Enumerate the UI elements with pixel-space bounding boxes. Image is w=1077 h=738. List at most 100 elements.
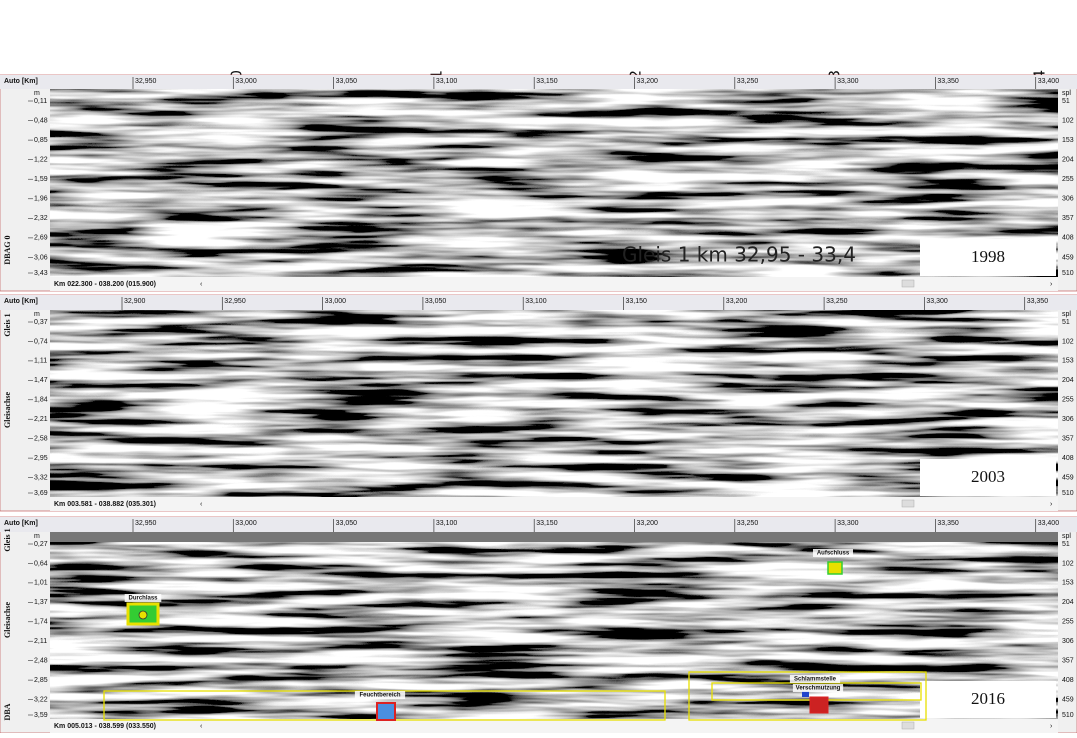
footer-range: Km 005.013 - 038.599 (033.550) bbox=[54, 723, 156, 730]
y-tick-label: 2,69 bbox=[34, 235, 48, 242]
right-unit: spl bbox=[1062, 533, 1071, 540]
right-tick-label: 204 bbox=[1062, 377, 1074, 384]
right-tick-label: 306 bbox=[1062, 196, 1074, 203]
x-tick-label: 32,900 bbox=[124, 298, 146, 305]
x-tick-label: 33,150 bbox=[626, 298, 648, 305]
year-label: 1998 bbox=[971, 247, 1005, 266]
side-label: DBAG 0 bbox=[3, 235, 12, 264]
y-tick-label: 1,96 bbox=[34, 196, 48, 203]
feuchtbereich-symbol bbox=[377, 703, 395, 720]
y-tick-label: 0,74 bbox=[34, 338, 48, 345]
y-tick-label: 0,48 bbox=[34, 117, 48, 124]
y-tick-label: 3,22 bbox=[34, 696, 48, 703]
marker-label: Schlammstelle bbox=[794, 677, 837, 683]
right-tick-label: 459 bbox=[1062, 474, 1074, 481]
x-tick-label: 32,950 bbox=[135, 78, 157, 85]
radargram-image bbox=[50, 310, 1058, 497]
right-tick-label: 510 bbox=[1062, 712, 1074, 719]
right-tick-label: 255 bbox=[1062, 176, 1074, 183]
right-unit: spl bbox=[1062, 311, 1071, 318]
y-tick-label: 1,01 bbox=[34, 580, 48, 587]
x-tick-label: 33,250 bbox=[737, 520, 759, 527]
x-tick-label: 33,050 bbox=[425, 298, 447, 305]
x-tick-label: 33,400 bbox=[1038, 78, 1060, 85]
right-tick-label: 510 bbox=[1062, 490, 1074, 497]
y-unit: m bbox=[34, 533, 40, 540]
y-tick-label: 3,06 bbox=[34, 254, 48, 261]
x-tick-label: 33,200 bbox=[726, 298, 748, 305]
y-tick-label: 1,22 bbox=[34, 157, 48, 164]
y-unit: m bbox=[34, 311, 40, 318]
y-tick-label: 0,85 bbox=[34, 137, 48, 144]
right-tick-label: 255 bbox=[1062, 397, 1074, 404]
y-tick-label: 2,48 bbox=[34, 658, 48, 665]
right-tick-label: 357 bbox=[1062, 436, 1074, 443]
x-tick-label: 33,250 bbox=[826, 298, 848, 305]
axis-unit: Auto [Km] bbox=[4, 78, 38, 85]
y-tick-label: 2,21 bbox=[34, 416, 48, 423]
right-tick-label: 102 bbox=[1062, 560, 1074, 567]
x-tick-label: 33,000 bbox=[325, 298, 347, 305]
marker-label: Aufschluss bbox=[817, 551, 850, 557]
x-tick-label: 33,100 bbox=[525, 298, 547, 305]
right-tick-label: 102 bbox=[1062, 117, 1074, 124]
y-tick-label: 1,84 bbox=[34, 397, 48, 404]
right-tick-label: 51 bbox=[1062, 98, 1070, 105]
scroll-thumb bbox=[902, 722, 914, 729]
y-tick-label: 1,47 bbox=[34, 377, 48, 384]
radargram-panel: Auto [Km]32,95033,00033,05033,10033,1503… bbox=[0, 517, 1077, 733]
x-tick-label: 33,300 bbox=[837, 78, 859, 85]
y-tick-label: 0,11 bbox=[34, 98, 47, 105]
right-tick-label: 51 bbox=[1062, 541, 1070, 548]
y-tick-label: 2,58 bbox=[34, 436, 48, 443]
x-tick-label: 33,300 bbox=[926, 298, 948, 305]
x-tick-label: 33,150 bbox=[536, 78, 558, 85]
footer-range: Km 003.581 - 038.882 (035.301) bbox=[54, 501, 156, 508]
right-tick-label: 306 bbox=[1062, 638, 1074, 645]
x-tick-label: 33,000 bbox=[235, 78, 257, 85]
surface-band bbox=[50, 532, 1058, 542]
y-tick-label: 3,32 bbox=[34, 474, 48, 481]
y-tick-label: 1,59 bbox=[34, 176, 48, 183]
y-tick-label: 3,69 bbox=[34, 490, 48, 497]
y-tick-label: 1,74 bbox=[34, 619, 48, 626]
x-tick-label: 33,100 bbox=[436, 520, 458, 527]
y-tick-label: 2,85 bbox=[34, 677, 48, 684]
right-tick-label: 408 bbox=[1062, 677, 1074, 684]
right-tick-label: 255 bbox=[1062, 619, 1074, 626]
y-tick-label: 0,37 bbox=[34, 319, 48, 326]
right-tick-label: 153 bbox=[1062, 358, 1074, 365]
right-tick-label: 204 bbox=[1062, 599, 1074, 606]
axis-unit: Auto [Km] bbox=[4, 520, 38, 527]
x-tick-label: 33,200 bbox=[637, 78, 659, 85]
x-tick-label: 33,400 bbox=[1038, 520, 1060, 527]
side-label: Gleisachse bbox=[3, 602, 12, 638]
marker-label: Verschmutzung bbox=[796, 686, 841, 692]
side-label: Gleis 1 bbox=[3, 313, 12, 336]
side-label: Gleisachse bbox=[3, 392, 12, 428]
y-tick-label: 0,64 bbox=[34, 560, 48, 567]
x-tick-label: 33,050 bbox=[336, 78, 358, 85]
right-tick-label: 102 bbox=[1062, 338, 1074, 345]
right-tick-label: 408 bbox=[1062, 455, 1074, 462]
durchlass-icon bbox=[139, 611, 147, 619]
year-label: 2003 bbox=[971, 467, 1005, 486]
marker-label: Feuchtbereich bbox=[359, 693, 400, 699]
y-tick-label: 1,37 bbox=[34, 599, 48, 606]
side-label: DBA bbox=[3, 703, 12, 720]
right-tick-label: 510 bbox=[1062, 270, 1074, 277]
scroll-thumb bbox=[902, 280, 914, 287]
right-tick-label: 357 bbox=[1062, 658, 1074, 665]
scroll-thumb bbox=[902, 500, 914, 507]
x-tick-label: 33,300 bbox=[837, 520, 859, 527]
y-tick-label: 2,95 bbox=[34, 455, 48, 462]
axis-unit: Auto [Km] bbox=[4, 298, 38, 305]
y-tick-label: 0,27 bbox=[34, 541, 48, 548]
right-tick-label: 306 bbox=[1062, 416, 1074, 423]
y-tick-label: 1,11 bbox=[34, 358, 47, 365]
aufschluss-symbol bbox=[828, 562, 842, 574]
right-tick-label: 459 bbox=[1062, 696, 1074, 703]
y-tick-label: 2,32 bbox=[34, 215, 48, 222]
